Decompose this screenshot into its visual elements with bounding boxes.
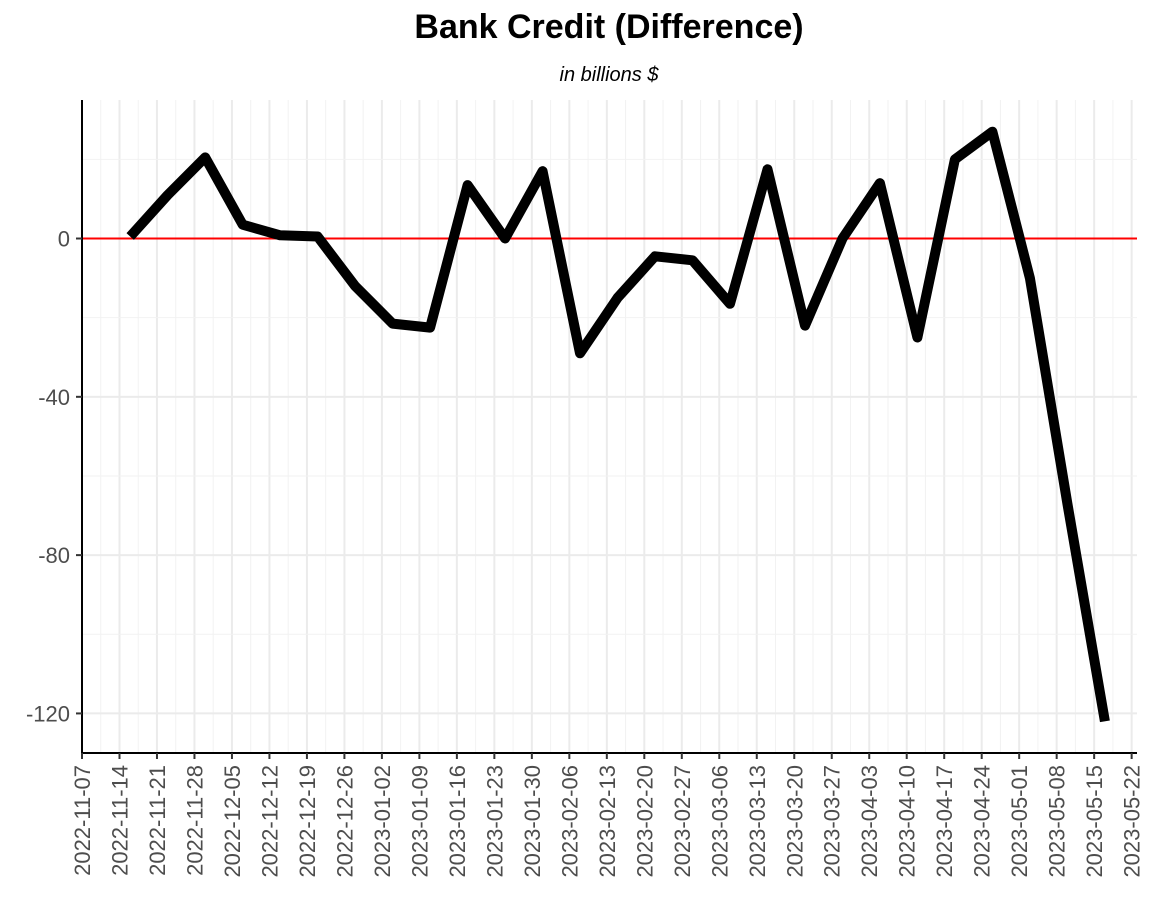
y-tick-label: -80	[38, 543, 70, 568]
x-tick-label: 2022-12-12	[257, 765, 282, 878]
y-tick-label: -40	[38, 385, 70, 410]
x-tick-label: 2023-04-24	[970, 765, 995, 878]
x-tick-label: 2022-12-05	[220, 765, 245, 878]
x-tick-label: 2022-11-21	[145, 765, 170, 876]
x-tick-label: 2023-04-03	[857, 765, 882, 878]
x-tick-label: 2023-05-15	[1082, 765, 1107, 878]
x-tick-label: 2023-03-06	[707, 765, 732, 878]
x-tick-label: 2023-03-27	[820, 765, 845, 878]
x-tick-label: 2023-02-06	[557, 765, 582, 878]
x-tick-label: 2023-04-10	[895, 765, 920, 878]
x-tick-label: 2023-05-08	[1045, 765, 1070, 878]
y-tick-label: 0	[58, 227, 70, 252]
series-line	[126, 126, 1110, 723]
x-tick-label: 2023-01-16	[445, 765, 470, 878]
x-tick-label: 2023-01-02	[370, 765, 395, 878]
x-tick-label: 2022-11-28	[182, 765, 207, 876]
x-tick-label: 2023-02-13	[595, 765, 620, 878]
x-tick-label: 2022-11-07	[70, 765, 95, 876]
x-tick-label: 2023-03-20	[782, 765, 807, 878]
x-tick-label: 2023-02-27	[670, 765, 695, 878]
x-tick-label: 2023-01-30	[520, 765, 545, 878]
x-tick-label: 2023-05-22	[1120, 765, 1145, 878]
x-tick-label: 2022-11-14	[107, 765, 132, 876]
x-tick-label: 2023-03-13	[745, 765, 770, 878]
x-tick-label: 2023-02-20	[632, 765, 657, 878]
x-tick-label: 2023-05-01	[1007, 765, 1032, 878]
y-tick-label: -120	[26, 701, 70, 726]
x-tick-label: 2023-04-17	[932, 765, 957, 878]
x-tick-label: 2023-01-09	[407, 765, 432, 878]
x-tick-label: 2022-12-19	[295, 765, 320, 878]
chart-title: Bank Credit (Difference)	[414, 8, 804, 46]
x-tick-label: 2022-12-26	[332, 765, 357, 878]
chart-subtitle: in billions $	[559, 64, 659, 86]
x-tick-label: 2023-01-23	[482, 765, 507, 878]
